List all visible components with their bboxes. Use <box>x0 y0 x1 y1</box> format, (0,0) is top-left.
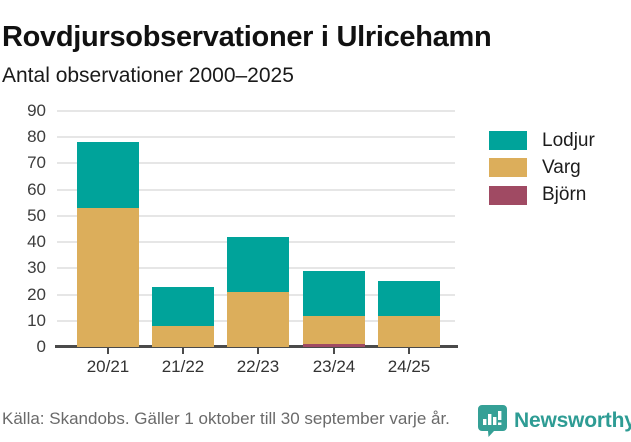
y-tick-label-90: 90 <box>27 101 46 120</box>
y-tick-label-30: 30 <box>27 258 46 277</box>
bar-segment-lodjur-22/23 <box>227 237 289 292</box>
y-tick-label-60: 60 <box>27 180 46 199</box>
legend-swatch-varg <box>489 158 527 178</box>
x-tick-20/21 <box>107 348 109 354</box>
legend-row-varg: Varg <box>489 156 595 178</box>
x-tick-label-21/22: 21/22 <box>161 357 205 376</box>
x-tick-24/25 <box>408 348 410 354</box>
x-tick-label-22/23: 22/23 <box>236 357 280 376</box>
gridline-50 <box>57 215 455 217</box>
chart-subtitle: Antal observationer 2000–2025 <box>2 64 294 87</box>
source-note: Källa: Skandobs. Gäller 1 oktober till 3… <box>2 409 450 428</box>
legend-label-björn: Björn <box>542 184 587 206</box>
legend-label-lodjur: Lodjur <box>542 129 595 151</box>
x-tick-23/24 <box>333 348 335 354</box>
y-tick-label-50: 50 <box>27 206 46 225</box>
newsworthy-chart-bubble-icon <box>477 404 508 437</box>
chart-legend: Lodjur Varg Björn <box>489 129 595 213</box>
x-tick-label-20/21: 20/21 <box>86 357 130 376</box>
bar-segment-varg-21/22 <box>152 326 214 347</box>
legend-label-varg: Varg <box>542 156 581 178</box>
gridline-90 <box>57 110 455 112</box>
x-tick-label-24/25: 24/25 <box>387 357 431 376</box>
gridline-70 <box>57 162 455 164</box>
x-tick-label-23/24: 23/24 <box>312 357 356 376</box>
gridline-60 <box>57 189 455 191</box>
x-tick-22/23 <box>257 348 259 354</box>
bar-segment-varg-22/23 <box>227 292 289 347</box>
bar-segment-varg-24/25 <box>378 316 440 347</box>
bar-segment-lodjur-20/21 <box>77 142 139 208</box>
legend-swatch-björn <box>489 185 527 205</box>
y-tick-label-10: 10 <box>27 311 46 330</box>
page-title: Rovdjursobservationer i Ulricehamn <box>2 21 492 54</box>
bar-segment-lodjur-21/22 <box>152 287 214 326</box>
legend-row-björn: Björn <box>489 184 595 206</box>
x-tick-21/22 <box>182 348 184 354</box>
legend-swatch-lodjur <box>489 131 527 150</box>
bar-segment-varg-20/21 <box>77 208 139 347</box>
bar-segment-björn-23/24 <box>303 344 365 347</box>
bar-segment-varg-23/24 <box>303 316 365 344</box>
newsworthy-wordmark: Newsworthy <box>514 408 631 432</box>
gridline-80 <box>57 136 455 138</box>
legend-row-lodjur: Lodjur <box>489 129 595 151</box>
y-tick-label-40: 40 <box>27 232 46 251</box>
y-tick-label-20: 20 <box>27 285 46 304</box>
newsworthy-logo: Newsworthy <box>477 404 631 437</box>
y-tick-label-80: 80 <box>27 127 46 146</box>
bar-segment-lodjur-23/24 <box>303 271 365 316</box>
bar-segment-lodjur-24/25 <box>378 281 440 316</box>
y-tick-label-70: 70 <box>27 153 46 172</box>
y-tick-label-0: 0 <box>36 337 46 356</box>
